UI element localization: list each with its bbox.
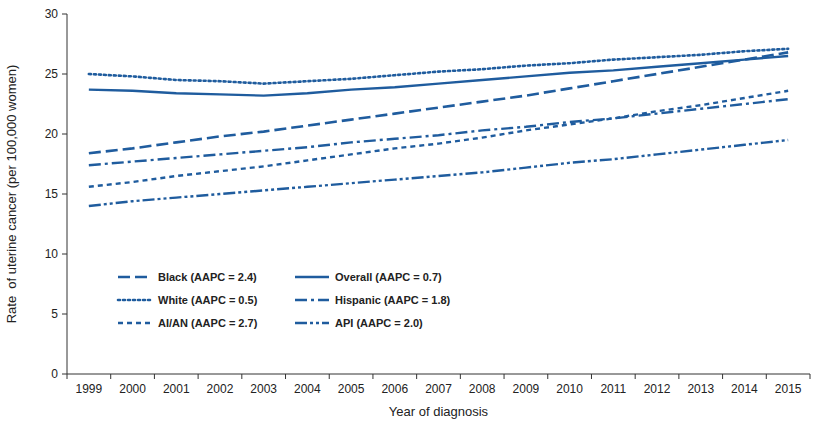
x-tick [591,374,592,379]
y-tick-label: 25 [45,67,59,81]
x-tick [635,374,636,379]
x-tick [241,374,242,379]
y-tick [62,314,67,315]
x-tick [766,374,767,379]
y-tick [62,14,67,15]
x-tick [285,374,286,379]
y-tick [62,254,67,255]
y-tick-label: 30 [45,7,59,21]
y-tick [62,74,67,75]
legend-swatch [118,276,152,279]
x-tick [504,374,505,379]
x-tick-label: 2008 [469,382,496,396]
y-tick-label: 15 [45,187,59,201]
x-tick-label: 2000 [119,382,146,396]
series-line [89,49,788,84]
y-tick-label: 0 [51,367,58,381]
x-tick-label: 2002 [207,382,234,396]
x-tick-label: 2014 [731,382,758,396]
legend-swatch [118,299,152,302]
y-tick-label: 5 [51,307,58,321]
x-tick [722,374,723,379]
x-tick-end [810,374,811,379]
chart: 0 5 10 15 20 25 30 1999 2000 2001 2002 2003 2004 2005… [0,0,828,430]
x-axis-label: Year of diagnosis [389,404,489,419]
x-tick [110,374,111,379]
legend-label: White (AAPC = 0.5) [158,294,258,306]
x-tick-label: 1999 [76,382,103,396]
legend-label: API (AAPC = 2.0) [335,317,423,329]
x-tick-label: 2009 [513,382,540,396]
y-tick [62,374,67,375]
series-line [89,140,788,206]
x-tick [547,374,548,379]
x-tick [678,374,679,379]
x-tick [198,374,199,379]
y-tick [62,134,67,135]
y-tick-label: 10 [45,247,59,261]
x-tick-label: 2010 [556,382,583,396]
x-tick-label: 2015 [775,382,802,396]
x-tick [460,374,461,379]
x-tick-label: 2013 [687,382,714,396]
x-tick-label: 2006 [381,382,408,396]
x-tick-label: 2001 [163,382,190,396]
x-tick-label: 2011 [600,382,626,396]
series-line [89,52,788,153]
y-axis-label: Rate of uterine cancer (per 100,000 wome… [4,65,19,324]
series-line [89,91,788,187]
legend-label: Hispanic (AAPC = 1.8) [335,294,451,306]
x-tick-label: 2004 [294,382,321,396]
legend-label: AI/AN (AAPC = 2.7) [158,317,258,329]
x-tick-label: 2012 [644,382,671,396]
legend-swatch [295,299,329,301]
y-tick-label: 20 [45,127,59,141]
legend-swatch [295,322,329,324]
legend-label: Black (AAPC = 2.4) [158,271,257,283]
x-tick [416,374,417,379]
legend-label: Overall (AAPC = 0.7) [335,271,442,283]
series-line [89,56,788,96]
x-tick-label: 2007 [425,382,452,396]
x-tick-label: 2003 [250,382,277,396]
series-line [89,99,788,165]
legend-swatch [118,322,152,324]
x-axis [67,374,810,375]
x-tick [372,374,373,379]
x-tick [154,374,155,379]
x-tick-label: 2005 [338,382,365,396]
plot-area [89,49,788,206]
x-tick [329,374,330,379]
legend-swatch [295,276,329,278]
y-tick [62,194,67,195]
x-tick [67,374,68,379]
